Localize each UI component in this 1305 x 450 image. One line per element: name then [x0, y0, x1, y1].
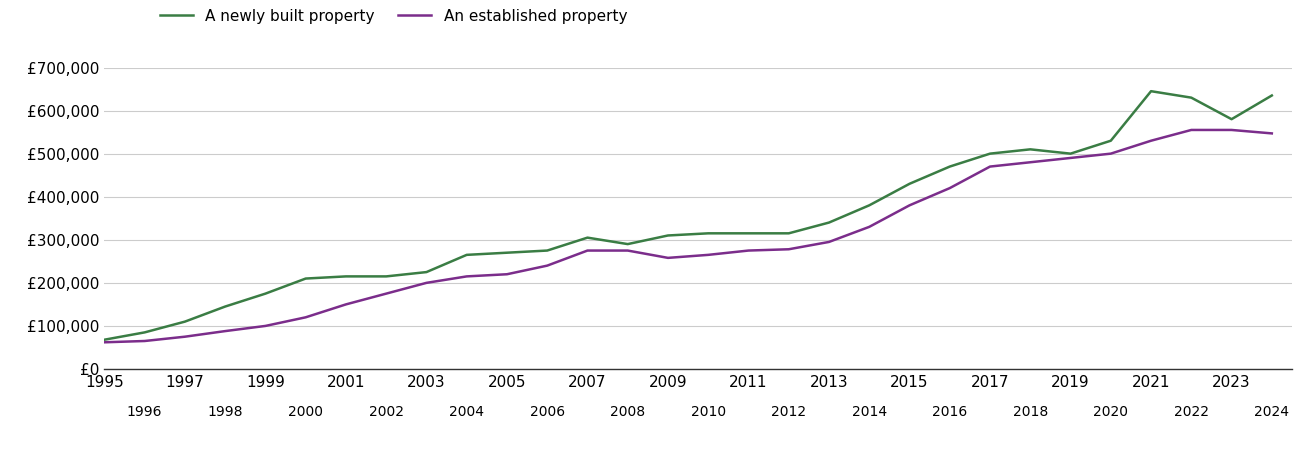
A newly built property — [620, 241, 636, 247]
A newly built property — [780, 230, 796, 236]
An established property — [419, 280, 435, 286]
A newly built property — [861, 202, 877, 208]
An established property — [983, 164, 998, 169]
An established property — [97, 340, 112, 345]
An established property — [1103, 151, 1118, 156]
A newly built property — [499, 250, 514, 256]
An established property — [539, 263, 555, 268]
An established property — [579, 248, 595, 253]
A newly built property — [459, 252, 475, 257]
An established property — [137, 338, 153, 344]
A newly built property — [1062, 151, 1078, 156]
An established property — [298, 315, 313, 320]
A newly built property — [137, 330, 153, 335]
A newly built property — [218, 304, 234, 309]
A newly built property — [741, 230, 757, 236]
An established property — [1143, 138, 1159, 144]
A newly built property — [419, 270, 435, 275]
A newly built property — [701, 230, 716, 236]
A newly built property — [257, 291, 273, 296]
An established property — [1184, 127, 1199, 133]
A newly built property — [821, 220, 837, 225]
An established property — [942, 185, 958, 191]
A newly built property — [983, 151, 998, 156]
An established property — [177, 334, 193, 339]
Line: An established property: An established property — [104, 130, 1272, 342]
An established property — [338, 302, 354, 307]
An established property — [218, 328, 234, 334]
An established property — [378, 291, 394, 296]
An established property — [861, 224, 877, 230]
An established property — [620, 248, 636, 253]
A newly built property — [97, 337, 112, 342]
A newly built property — [1224, 117, 1240, 122]
An established property — [902, 202, 917, 208]
A newly built property — [1103, 138, 1118, 144]
An established property — [780, 247, 796, 252]
A newly built property — [1265, 93, 1280, 98]
A newly built property — [942, 164, 958, 169]
An established property — [257, 323, 273, 328]
A newly built property — [1143, 89, 1159, 94]
A newly built property — [579, 235, 595, 240]
An established property — [499, 271, 514, 277]
A newly built property — [338, 274, 354, 279]
An established property — [1022, 160, 1037, 165]
Line: A newly built property: A newly built property — [104, 91, 1272, 340]
A newly built property — [660, 233, 676, 238]
An established property — [660, 255, 676, 261]
An established property — [459, 274, 475, 279]
A newly built property — [378, 274, 394, 279]
A newly built property — [1022, 147, 1037, 152]
Legend: A newly built property, An established property: A newly built property, An established p… — [159, 9, 628, 24]
An established property — [1062, 155, 1078, 161]
An established property — [1265, 130, 1280, 136]
An established property — [701, 252, 716, 257]
A newly built property — [298, 276, 313, 281]
A newly built property — [902, 181, 917, 186]
A newly built property — [177, 319, 193, 324]
A newly built property — [1184, 95, 1199, 100]
A newly built property — [539, 248, 555, 253]
An established property — [741, 248, 757, 253]
An established property — [1224, 127, 1240, 133]
An established property — [821, 239, 837, 245]
